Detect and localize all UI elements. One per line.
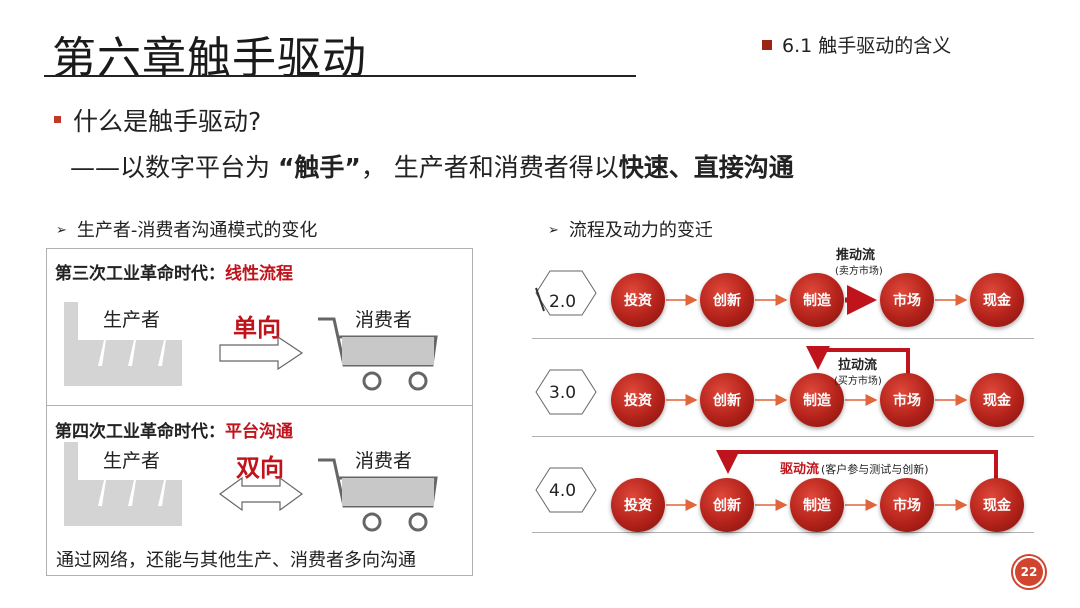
node-cash: 现金 — [970, 373, 1024, 427]
version-badge-3 — [535, 369, 597, 415]
flow-label-push: 推动流 — [836, 248, 876, 263]
left-heading: ➢ 生产者-消费者沟通模式的变化 — [56, 216, 317, 242]
section-tag: 6.1 触手驱动的含义 — [762, 31, 951, 58]
answer-bold-1: “触手” — [277, 153, 361, 182]
flow-label-pull: 拉动流 — [838, 358, 878, 373]
node-market: 市场 — [880, 373, 934, 427]
flow-sub-drive: (客户参与测试与创新) — [821, 463, 929, 476]
flow-sub-pull: (买方市场) — [834, 376, 882, 387]
node-manufacture: 制造 — [790, 373, 844, 427]
page-number-badge: 22 — [1011, 554, 1047, 590]
row-3-arrows — [666, 346, 968, 406]
double-arrow-icon — [218, 476, 304, 512]
node-invest: 投资 — [611, 373, 665, 427]
node-invest: 投资 — [611, 273, 665, 327]
node-manufacture: 制造 — [790, 273, 844, 327]
node-innovate: 创新 — [700, 273, 754, 327]
version-badge-2 — [535, 270, 597, 316]
right-heading: ➢ 流程及动力的变迁 — [548, 216, 713, 242]
node-market: 市场 — [880, 273, 934, 327]
section-tag-text: 6.1 触手驱动的含义 — [782, 35, 952, 57]
left-panel-divider — [47, 405, 472, 406]
page-number: 22 — [1015, 558, 1043, 586]
producer-label-fourth: 生产者 — [103, 450, 161, 472]
consumer-label-fourth: 消费者 — [355, 450, 413, 472]
square-bullet-icon — [54, 116, 61, 123]
era-fourth-highlight: 平台沟通 — [225, 422, 293, 442]
node-manufacture: 制造 — [790, 478, 844, 532]
era-third-highlight: 线性流程 — [225, 264, 293, 284]
consumer-label-third: 消费者 — [355, 309, 413, 331]
producer-label-third: 生产者 — [103, 309, 161, 331]
row-separator — [532, 532, 1034, 533]
version-badge-4 — [535, 467, 597, 513]
arrow-bullet-icon: ➢ — [548, 223, 559, 238]
node-innovate: 创新 — [700, 373, 754, 427]
era-third: 第三次工业革命时代：线性流程 — [55, 259, 293, 284]
question-text: 什么是触手驱动? — [73, 107, 262, 136]
bottom-note: 通过网络，还能与其他生产、消费者多向沟通 — [56, 550, 416, 571]
version-label-3: 3.0 — [549, 383, 577, 403]
title-underline — [44, 75, 636, 77]
era-fourth: 第四次工业革命时代：平台沟通 — [55, 417, 293, 442]
node-cash: 现金 — [970, 478, 1024, 532]
factory-icon — [64, 442, 182, 526]
cart-icon — [318, 317, 438, 391]
square-bullet-icon — [762, 40, 772, 50]
flow-label-drive: 驱动流 — [780, 462, 820, 477]
question-row: 什么是触手驱动? — [54, 102, 261, 138]
flow-label-drive-row: 驱动流 (客户参与测试与创新) — [780, 458, 929, 477]
right-arrow-icon — [219, 335, 304, 371]
left-panel-box — [46, 248, 473, 576]
node-invest: 投资 — [611, 478, 665, 532]
factory-icon — [64, 302, 182, 386]
node-market: 市场 — [880, 478, 934, 532]
era-third-label: 第三次工业革命时代： — [55, 264, 225, 284]
node-innovate: 创新 — [700, 478, 754, 532]
node-cash: 现金 — [970, 273, 1024, 327]
right-heading-text: 流程及动力的变迁 — [568, 220, 713, 241]
answer-prefix: ——以数字平台为 — [70, 153, 278, 182]
row-4-arrows — [666, 450, 998, 511]
version-label-2: 2.0 — [549, 292, 577, 312]
answer-bold-2: 快速、直接沟通 — [618, 153, 794, 182]
arrow-bullet-icon: ➢ — [56, 223, 67, 238]
answer-middle: ， 生产者和消费者得以 — [360, 153, 619, 182]
direction-label-fourth: 双向 — [236, 454, 284, 482]
row-separator — [532, 338, 1034, 339]
version-label-4: 4.0 — [549, 481, 577, 501]
answer-row: ——以数字平台为 “触手”， 生产者和消费者得以快速、直接沟通 — [70, 148, 794, 184]
left-heading-text: 生产者-消费者沟通模式的变化 — [76, 220, 318, 241]
row-separator — [532, 436, 1034, 437]
era-fourth-label: 第四次工业革命时代： — [55, 422, 225, 442]
direction-label-third: 单向 — [233, 314, 281, 342]
cart-icon — [318, 458, 438, 532]
flow-sub-push: (卖方市场) — [835, 266, 883, 277]
